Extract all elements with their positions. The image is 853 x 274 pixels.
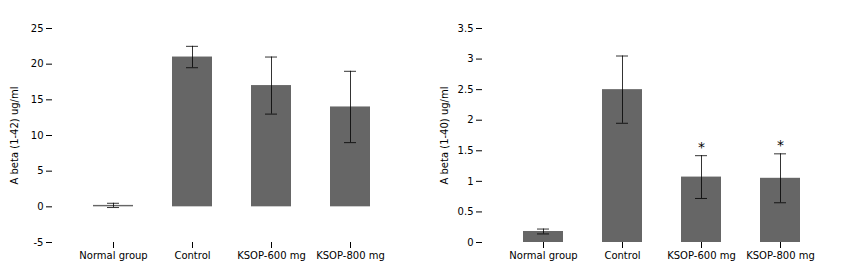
svg-text:Normal group: Normal group <box>79 250 147 261</box>
svg-text:5: 5 <box>37 165 43 176</box>
svg-text:*: * <box>698 139 705 155</box>
svg-text:Control: Control <box>174 250 210 261</box>
svg-text:25: 25 <box>31 23 44 34</box>
svg-text:0: 0 <box>37 201 43 212</box>
svg-text:20: 20 <box>31 58 44 69</box>
svg-text:1: 1 <box>467 176 473 187</box>
svg-text:*: * <box>777 137 784 153</box>
svg-text:-5: -5 <box>34 237 44 248</box>
svg-text:KSOP-600 mg: KSOP-600 mg <box>667 250 736 261</box>
svg-text:2: 2 <box>467 114 473 125</box>
svg-text:0: 0 <box>467 237 473 248</box>
svg-text:Normal group: Normal group <box>509 250 577 261</box>
svg-text:3: 3 <box>467 53 473 64</box>
svg-text:0.5: 0.5 <box>458 206 474 217</box>
svg-text:KSOP-800 mg: KSOP-800 mg <box>746 250 815 261</box>
svg-text:KSOP-800 mg: KSOP-800 mg <box>316 250 385 261</box>
svg-text:3.5: 3.5 <box>458 23 474 34</box>
svg-text:KSOP-600 mg: KSOP-600 mg <box>237 250 306 261</box>
svg-text:2.5: 2.5 <box>458 84 474 95</box>
svg-text:A beta (1-40) ug/ml: A beta (1-40) ug/ml <box>439 87 450 185</box>
svg-text:1.5: 1.5 <box>458 145 474 156</box>
svg-text:10: 10 <box>31 130 44 141</box>
svg-text:Control: Control <box>604 250 640 261</box>
svg-text:A beta (1-42) ug/ml: A beta (1-42) ug/ml <box>9 87 20 185</box>
svg-text:15: 15 <box>31 94 44 105</box>
